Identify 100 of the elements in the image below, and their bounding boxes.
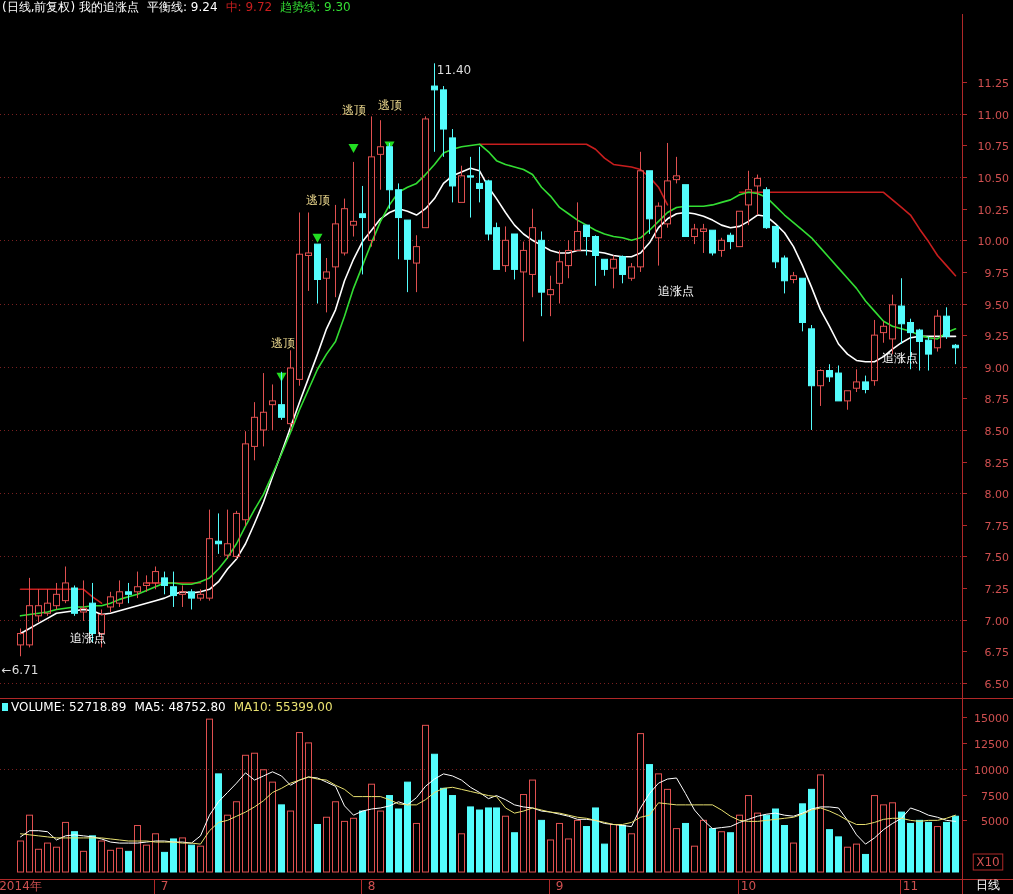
candlestick xyxy=(350,161,357,238)
text: 平衡线: 9.24 xyxy=(147,0,218,14)
text: 中: 9.72 xyxy=(225,0,273,14)
y-tick-label: 11.25 xyxy=(977,76,1009,90)
candlestick xyxy=(745,170,752,226)
y-tick-label: 15000 xyxy=(974,711,1009,725)
annotation: ←6.71 xyxy=(1,663,39,677)
text: MA10: 55399.00 xyxy=(233,700,333,714)
bar xyxy=(871,795,878,873)
y-tick-label: 7.75 xyxy=(984,519,1009,533)
candlestick xyxy=(179,584,186,608)
bar xyxy=(583,826,590,873)
bar xyxy=(772,808,779,873)
candlestick xyxy=(332,204,339,298)
candlestick xyxy=(431,62,438,153)
bar xyxy=(889,802,896,873)
bar xyxy=(628,833,635,873)
text: 趋势线: 9.30 xyxy=(280,0,351,14)
bar xyxy=(808,788,815,873)
bar xyxy=(44,842,51,873)
candlestick xyxy=(565,239,572,279)
bar xyxy=(601,843,608,873)
y-tick-label: 8.50 xyxy=(984,424,1009,438)
y-tick-label: 7500 xyxy=(981,789,1009,803)
bar xyxy=(709,828,716,873)
x-tick-label: 2014年 xyxy=(0,879,42,893)
candlestick xyxy=(305,212,312,292)
candlestick xyxy=(817,370,824,407)
bar xyxy=(637,733,644,873)
bar xyxy=(98,840,105,873)
candlestick xyxy=(476,146,483,203)
candlestick xyxy=(287,349,294,431)
bar xyxy=(170,838,177,873)
bar xyxy=(224,814,231,873)
y-tick-label: 7.25 xyxy=(984,582,1009,596)
chart-title: (日线,前复权) 我的追涨点 xyxy=(2,0,139,14)
bar xyxy=(844,846,851,873)
y-tick-label: 9.25 xyxy=(984,329,1009,343)
bar xyxy=(619,825,626,873)
bar xyxy=(314,823,321,873)
bar xyxy=(556,822,563,873)
y-tick-label: 9.50 xyxy=(984,298,1009,312)
bar xyxy=(35,848,42,873)
bar xyxy=(332,801,339,873)
bar xyxy=(790,842,797,873)
bar xyxy=(368,783,375,873)
annotation: 11.40 xyxy=(436,63,472,77)
bar xyxy=(538,819,545,873)
bar xyxy=(835,836,842,873)
bar xyxy=(53,846,60,873)
bar xyxy=(467,806,474,873)
bar xyxy=(736,814,743,873)
candlestick xyxy=(880,320,887,344)
bar xyxy=(260,769,267,873)
point xyxy=(312,233,323,243)
bar xyxy=(691,845,698,873)
bar xyxy=(943,821,950,873)
y-tick-label: 10.75 xyxy=(977,139,1009,153)
bar xyxy=(799,803,806,873)
bar xyxy=(898,811,905,873)
bar xyxy=(242,754,249,873)
bar xyxy=(952,815,959,873)
candlestick xyxy=(610,254,617,289)
bar xyxy=(826,829,833,873)
y-tick-label: 8.25 xyxy=(984,456,1009,470)
bar xyxy=(206,718,213,873)
y-tick-label: 6.50 xyxy=(984,677,1009,691)
bar xyxy=(763,814,770,873)
bar xyxy=(754,812,761,873)
legend-label: VOLUME: 52718.89 xyxy=(11,700,127,714)
bar xyxy=(934,826,941,873)
bar xyxy=(251,752,258,873)
bar xyxy=(565,838,572,873)
y-tick-label: 6.75 xyxy=(984,645,1009,659)
candlestick xyxy=(359,185,366,275)
candlestick xyxy=(529,208,536,298)
candlestick xyxy=(556,249,563,305)
bar xyxy=(125,850,132,873)
bar xyxy=(700,819,707,873)
y-tick-label: 9.00 xyxy=(984,361,1009,375)
candlestick xyxy=(35,588,42,623)
y-tick-label: 10.25 xyxy=(977,203,1009,217)
candlestick xyxy=(296,212,303,387)
bar xyxy=(305,742,312,873)
y-tick-label: 8.75 xyxy=(984,392,1009,406)
bar xyxy=(592,807,599,873)
y-tick-label: 11.00 xyxy=(977,108,1009,122)
y-tick-label: 10.50 xyxy=(977,171,1009,185)
bar xyxy=(80,850,87,873)
candlestick xyxy=(242,430,249,527)
candlestick xyxy=(655,201,662,267)
candlestick xyxy=(413,234,420,293)
annotation: 逃顶 xyxy=(271,336,295,350)
x-tick-label: 8 xyxy=(367,879,376,893)
bar xyxy=(179,837,186,873)
candlestick xyxy=(538,230,545,317)
bar xyxy=(511,832,518,873)
candlestick xyxy=(17,627,24,657)
bar xyxy=(116,847,123,873)
bar xyxy=(26,814,33,873)
